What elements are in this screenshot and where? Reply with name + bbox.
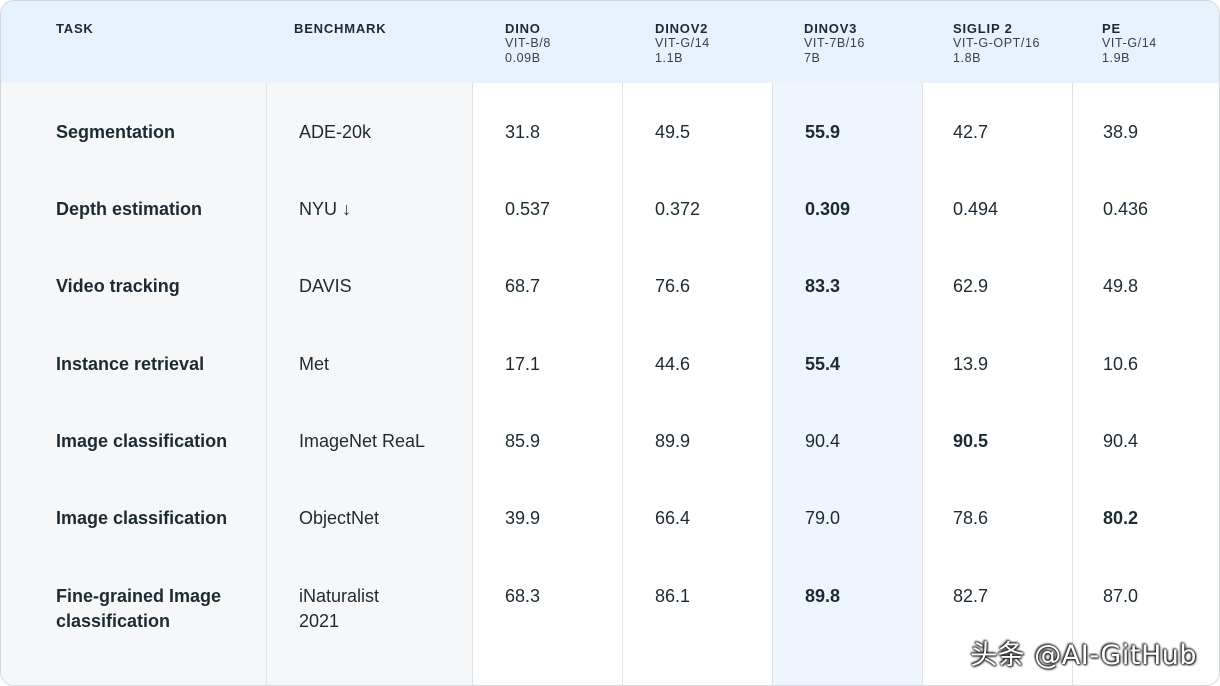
pe-column-bg: [1073, 83, 1219, 685]
model-arch: VIT-G/14: [1102, 36, 1157, 50]
value-cell: 0.537: [505, 199, 551, 219]
task-cell: Fine-grained Image classification: [56, 586, 222, 631]
value-cell: 90.4: [805, 431, 841, 451]
value-cell: 55.4: [805, 354, 841, 374]
value-cell: 10.6: [1103, 354, 1139, 374]
task-cell: Segmentation: [56, 122, 176, 142]
value-cell: 31.8: [505, 122, 541, 142]
header-task: TASK: [56, 21, 94, 36]
value-cell: 89.8: [805, 586, 841, 606]
header-model-siglip2: SIGLIP 2 VIT-G-OPT/16 1.8B: [953, 21, 1040, 66]
value-cell: 79.0: [805, 508, 841, 528]
value-cell: 39.9: [505, 508, 541, 528]
model-name: SIGLIP 2: [953, 21, 1013, 36]
table-row: Image classification ImageNet ReaL 85.9 …: [1, 429, 1219, 489]
benchmark-cell: iNaturalist 2021: [299, 586, 380, 631]
benchmark-cell: ImageNet ReaL: [299, 431, 426, 451]
header-model-dinov3: DINOV3 VIT-7B/16 7B: [804, 21, 865, 66]
value-cell: 68.7: [505, 276, 541, 296]
model-arch: VIT-G-OPT/16: [953, 36, 1041, 50]
task-cell: Instance retrieval: [56, 354, 205, 374]
dino-column-bg: [473, 83, 623, 685]
header-model-pe: PE VIT-G/14 1.9B: [1102, 21, 1157, 66]
value-cell: 42.7: [953, 122, 989, 142]
value-cell: 85.9: [505, 431, 541, 451]
value-cell: 44.6: [655, 354, 691, 374]
model-arch: VIT-B/8: [505, 36, 551, 50]
task-cell: Depth estimation: [56, 199, 203, 219]
value-cell: 0.436: [1103, 199, 1149, 219]
model-name: DINOV3: [804, 21, 858, 36]
value-cell: 49.8: [1103, 276, 1139, 296]
value-cell: 90.5: [953, 431, 989, 451]
model-params: 1.1B: [655, 51, 684, 65]
model-name: PE: [1102, 21, 1121, 36]
siglip2-column-bg: [923, 83, 1073, 685]
table-row: Image classification ObjectNet 39.9 66.4…: [1, 506, 1219, 566]
value-cell: 68.3: [505, 586, 541, 606]
value-cell: 82.7: [953, 586, 989, 606]
value-cell: 76.6: [655, 276, 691, 296]
benchmark-cell: NYU ↓: [299, 199, 352, 219]
value-cell: 0.494: [953, 199, 999, 219]
value-cell: 49.5: [655, 122, 691, 142]
value-cell: 89.9: [655, 431, 691, 451]
task-cell: Video tracking: [56, 276, 180, 296]
table-row: Video tracking DAVIS 68.7 76.6 83.3 62.9…: [1, 274, 1219, 334]
value-cell: 80.2: [1103, 508, 1139, 528]
model-params: 1.8B: [953, 51, 982, 65]
header-benchmark: BENCHMARK: [294, 21, 387, 36]
value-cell: 17.1: [505, 354, 541, 374]
benchmark-cell: DAVIS: [299, 276, 352, 296]
header-model-dino: DINO VIT-B/8 0.09B: [505, 21, 551, 66]
model-name: DINOV2: [655, 21, 709, 36]
value-cell: 13.9: [953, 354, 989, 374]
value-cell: 78.6: [953, 508, 989, 528]
header-model-dinov2: DINOV2 VIT-G/14 1.1B: [655, 21, 710, 66]
task-cell: Image classification: [56, 431, 228, 451]
value-cell: 87.0: [1103, 586, 1139, 606]
value-cell: 62.9: [953, 276, 989, 296]
table-row: Depth estimation NYU ↓ 0.537 0.372 0.309…: [1, 197, 1219, 257]
value-cell: 38.9: [1103, 122, 1139, 142]
watermark-text: 头条 @AI-GitHub: [970, 640, 1197, 671]
value-cell: 83.3: [805, 276, 841, 296]
model-arch: VIT-G/14: [655, 36, 710, 50]
table-row: Instance retrieval Met 17.1 44.6 55.4 13…: [1, 352, 1219, 412]
value-cell: 0.309: [805, 199, 851, 219]
value-cell: 66.4: [655, 508, 691, 528]
value-cell: 55.9: [805, 122, 841, 142]
benchmark-column-bg: [267, 83, 473, 685]
value-cell: 90.4: [1103, 431, 1139, 451]
model-params: 0.09B: [505, 51, 541, 65]
value-cell: 0.372: [655, 199, 701, 219]
benchmark-cell: ObjectNet: [299, 508, 380, 528]
model-params: 1.9B: [1102, 51, 1131, 65]
table-row: Segmentation ADE-20k 31.8 49.5 55.9 42.7…: [1, 120, 1219, 180]
benchmark-cell: ADE-20k: [299, 122, 372, 142]
dinov3-column-bg: [773, 83, 923, 685]
task-column-bg: [1, 83, 267, 685]
table-row: Fine-grained Image classification iNatur…: [1, 584, 1219, 644]
dinov2-column-bg: [623, 83, 773, 685]
model-arch: VIT-7B/16: [804, 36, 865, 50]
model-name: DINO: [505, 21, 541, 36]
benchmark-cell: Met: [299, 354, 330, 374]
task-cell: Image classification: [56, 508, 228, 528]
value-cell: 86.1: [655, 586, 691, 606]
table-header: [1, 1, 1219, 83]
model-params: 7B: [804, 51, 821, 65]
